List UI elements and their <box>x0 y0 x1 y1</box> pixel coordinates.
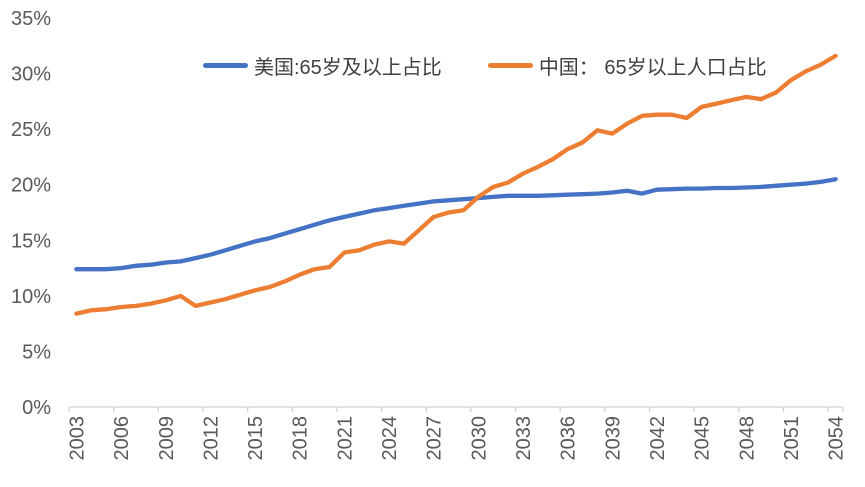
y-axis-tick-label: 25% <box>11 119 51 141</box>
x-axis-tick-label: 2033 <box>513 416 535 461</box>
x-axis-tick-label: 2042 <box>647 416 669 461</box>
x-axis-tick-label: 2006 <box>111 416 133 461</box>
x-axis-tick-label: 2021 <box>334 416 356 461</box>
legend-item-china: 中国： 65岁以上人口占比 <box>487 51 767 80</box>
x-axis-tick-label: 2024 <box>379 416 401 461</box>
china-line-swatch <box>487 63 533 68</box>
chart-legend: 美国:65岁及以上占比 中国： 65岁以上人口占比 <box>203 51 767 80</box>
legend-label-us: 美国:65岁及以上占比 <box>254 57 442 79</box>
y-axis-tick-label: 15% <box>11 230 51 252</box>
legend-item-us: 美国:65岁及以上占比 <box>203 51 442 80</box>
x-axis-tick-label: 2012 <box>200 416 222 461</box>
us-line-swatch <box>203 63 248 68</box>
x-axis-tick-label: 2003 <box>66 416 88 461</box>
y-axis-tick-label: 20% <box>11 175 51 197</box>
y-axis-tick-label: 30% <box>11 64 51 86</box>
y-axis-tick-label: 10% <box>11 286 51 308</box>
us-series-line <box>74 177 838 272</box>
x-axis-tick-label: 2018 <box>290 416 312 461</box>
y-axis-tick-label: 35% <box>11 8 51 30</box>
y-axis-tick-label: 0% <box>22 397 51 419</box>
y-axis-tick-label: 5% <box>22 341 51 363</box>
x-axis-tick-label: 2051 <box>781 416 803 461</box>
x-axis-tick-label: 2048 <box>736 416 758 461</box>
x-axis-tick-label: 2054 <box>826 416 848 461</box>
china-series-line <box>74 53 838 316</box>
x-axis-tick-label: 2015 <box>245 416 267 461</box>
x-axis-tick-label: 2009 <box>156 416 178 461</box>
x-axis-tick-label: 2030 <box>468 416 490 461</box>
legend-label-china: 中国： 65岁以上人口占比 <box>538 57 767 79</box>
x-axis-tick-label: 2036 <box>558 416 580 461</box>
x-axis-tick-label: 2039 <box>602 416 624 461</box>
x-axis-tick-label: 2045 <box>692 416 714 461</box>
x-axis-tick-label: 2027 <box>424 416 446 461</box>
